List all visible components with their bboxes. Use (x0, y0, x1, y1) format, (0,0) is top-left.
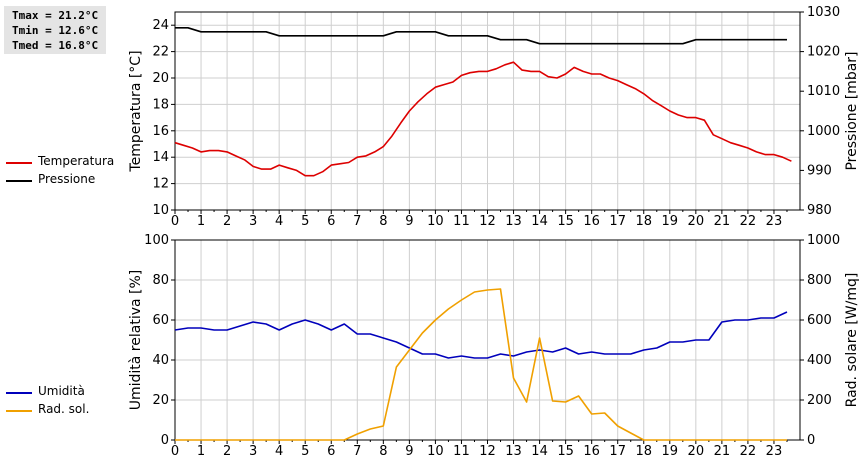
y-tick-label-left-hum: 40 (152, 353, 169, 368)
legend-swatch-umidita (6, 392, 32, 394)
series-line-pressione (175, 26, 787, 45)
x-tick-label-hum: 23 (766, 444, 783, 459)
x-tick-label-temp: 2 (223, 214, 231, 229)
x-tick-label-temp: 18 (635, 214, 652, 229)
x-tick-label-hum: 16 (583, 444, 600, 459)
x-tick-label-hum: 7 (353, 444, 361, 459)
y-tick-label-right-hum: 200 (807, 393, 832, 408)
x-tick-label-hum: 14 (531, 444, 548, 459)
x-tick-label-temp: 9 (405, 214, 413, 229)
x-tick-label-temp: 12 (479, 214, 496, 229)
plot-frame-hum (174, 239, 801, 441)
x-tick-label-hum: 13 (505, 444, 522, 459)
y-axis-title-right-hum: Rad. solare [W/mq] (844, 273, 860, 408)
series-line-rad-sol (175, 288, 787, 441)
x-tick-label-hum: 3 (249, 444, 257, 459)
x-tick-label-temp: 17 (609, 214, 626, 229)
x-tick-label-hum: 15 (557, 444, 574, 459)
y-tick-label-left-hum: 80 (152, 273, 169, 288)
y-tick-label-left-temp: 16 (152, 124, 169, 139)
y-tick-label-right-temp: 1010 (807, 84, 840, 99)
y-tick-label-left-temp: 10 (152, 203, 169, 218)
stat-tmax: Tmax = 21.2°C (12, 9, 99, 22)
y-tick-label-left-hum: 20 (152, 393, 169, 408)
series-line-temperatura (174, 61, 792, 177)
x-tick-label-hum: 1 (197, 444, 205, 459)
x-tick-label-temp: 20 (688, 214, 705, 229)
stat-tmed: Tmed = 16.8°C (12, 39, 99, 52)
x-tick-label-temp: 0 (171, 214, 179, 229)
x-tick-label-hum: 22 (740, 444, 757, 459)
temperature-stats-box: Tmax = 21.2°C Tmin = 12.6°C Tmed = 16.8°… (4, 6, 106, 54)
x-tick-label-hum: 2 (223, 444, 231, 459)
y-tick-label-left-hum: 60 (152, 313, 169, 328)
x-tick-label-hum: 8 (379, 444, 387, 459)
x-tick-label-hum: 10 (427, 444, 444, 459)
y-tick-label-right-hum: 400 (807, 353, 832, 368)
x-tick-label-hum: 18 (635, 444, 652, 459)
y-tick-label-left-temp: 24 (152, 18, 169, 33)
x-tick-label-temp: 11 (453, 214, 470, 229)
stat-tmin: Tmin = 12.6°C (12, 24, 99, 37)
y-tick-label-right-hum: 1000 (807, 233, 840, 248)
x-tick-label-hum: 11 (453, 444, 470, 459)
x-tick-label-hum: 9 (405, 444, 413, 459)
x-tick-label-temp: 14 (531, 214, 548, 229)
y-tick-label-left-temp: 20 (152, 71, 169, 86)
x-tick-label-temp: 4 (275, 214, 283, 229)
x-tick-label-temp: 21 (714, 214, 731, 229)
y-tick-label-right-hum: 800 (807, 273, 832, 288)
x-tick-label-temp: 10 (427, 214, 444, 229)
x-tick-label-temp: 7 (353, 214, 361, 229)
x-tick-label-temp: 23 (766, 214, 783, 229)
y-tick-label-right-temp: 1000 (807, 124, 840, 139)
y-axis-title-right-temp: Pressione [mbar] (844, 51, 860, 170)
legend-swatch-pressione (6, 180, 32, 182)
y-tick-label-left-temp: 14 (152, 150, 169, 165)
x-tick-label-hum: 19 (662, 444, 679, 459)
x-tick-label-hum: 5 (301, 444, 309, 459)
x-tick-label-hum: 4 (275, 444, 283, 459)
x-tick-label-hum: 6 (327, 444, 335, 459)
legend-label-temperatura: Temperatura (38, 154, 115, 168)
y-axis-title-left-hum: Umidità relativa [%] (128, 270, 144, 411)
legend-label-rad-sol: Rad. sol. (38, 402, 90, 416)
y-tick-label-left-hum: 100 (144, 233, 169, 248)
x-tick-label-hum: 17 (609, 444, 626, 459)
y-axis-title-left-temp: Temperatura [°C] (128, 50, 144, 172)
x-tick-label-temp: 22 (740, 214, 757, 229)
x-tick-label-hum: 0 (171, 444, 179, 459)
x-tick-label-hum: 12 (479, 444, 496, 459)
y-tick-label-right-temp: 1030 (807, 5, 840, 20)
x-tick-label-temp: 3 (249, 214, 257, 229)
x-tick-label-temp: 6 (327, 214, 335, 229)
x-tick-label-temp: 5 (301, 214, 309, 229)
y-tick-label-left-temp: 12 (152, 177, 169, 192)
y-tick-label-right-temp: 1020 (807, 45, 840, 60)
x-tick-label-hum: 21 (714, 444, 731, 459)
x-tick-label-hum: 20 (688, 444, 705, 459)
y-tick-label-right-temp: 990 (807, 163, 832, 178)
legend-label-pressione: Pressione (38, 172, 96, 186)
legend-label-umidita: Umidità (38, 384, 85, 398)
plot-frame-temp (174, 11, 801, 211)
x-tick-label-temp: 15 (557, 214, 574, 229)
x-tick-label-temp: 8 (379, 214, 387, 229)
y-tick-label-left-temp: 22 (152, 45, 169, 60)
series-line-umidit (174, 311, 788, 359)
legend-swatch-temperatura (6, 162, 32, 164)
y-tick-label-right-hum: 600 (807, 313, 832, 328)
legend-swatch-rad-sol (6, 410, 32, 412)
y-tick-label-left-hum: 0 (161, 433, 169, 448)
y-tick-label-left-temp: 18 (152, 97, 169, 112)
x-tick-label-temp: 16 (583, 214, 600, 229)
y-tick-label-right-hum: 0 (807, 433, 815, 448)
x-tick-label-temp: 19 (662, 214, 679, 229)
x-tick-label-temp: 13 (505, 214, 522, 229)
y-tick-label-right-temp: 980 (807, 203, 832, 218)
x-tick-label-temp: 1 (197, 214, 205, 229)
